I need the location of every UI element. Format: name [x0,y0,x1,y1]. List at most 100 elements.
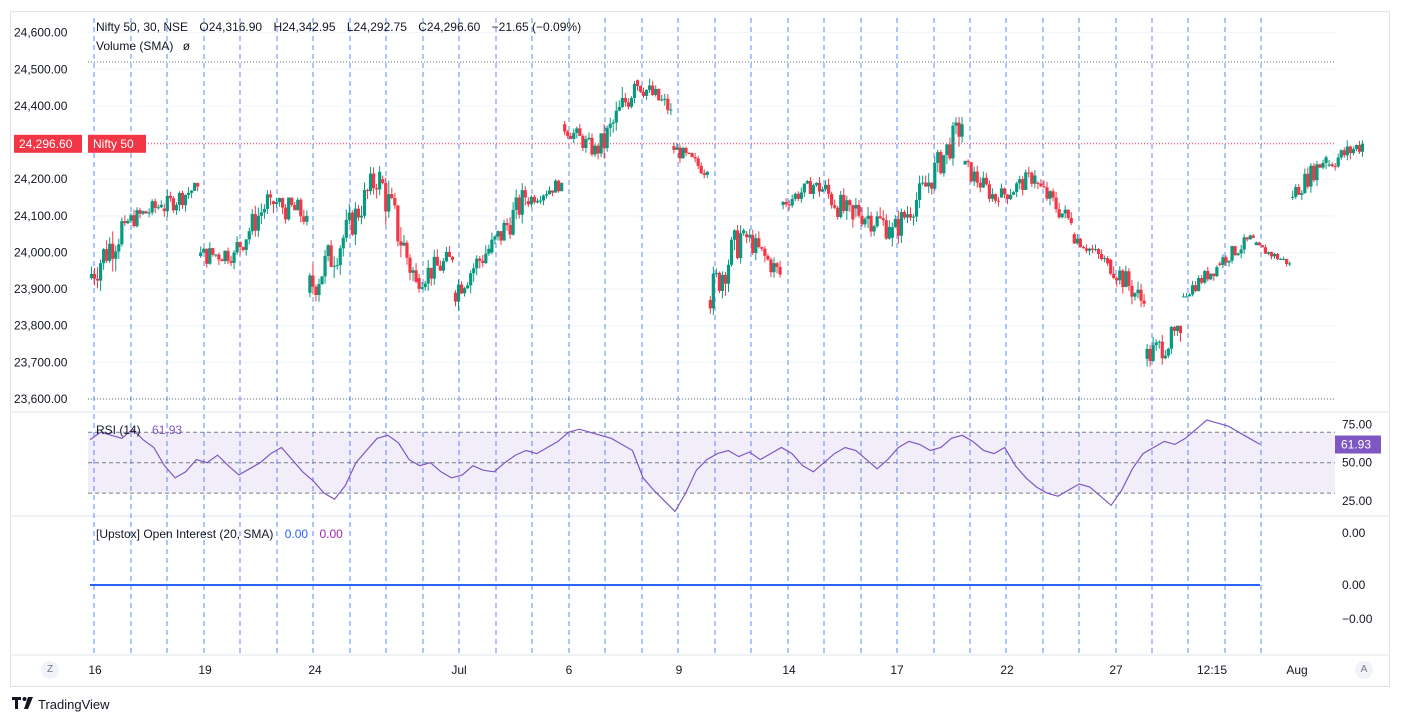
visibility-icon[interactable]: ø [182,39,191,53]
candle-body [714,272,718,274]
candle-body [969,162,973,182]
candle-body [914,199,919,217]
candle-body [966,160,970,163]
candle-body [1118,270,1122,281]
candle-body [778,266,782,275]
candle-body [857,204,861,216]
candle-body [241,247,245,250]
candle-body [1254,242,1258,246]
candle-body [769,259,773,273]
candle-body [984,177,988,185]
rsi-legend[interactable]: RSI (14) 61.93 [96,423,184,437]
candle-body [220,259,224,262]
candle-body [572,132,576,139]
candle-body [742,230,746,234]
candle-body [438,265,442,271]
candle-body [1103,258,1107,260]
auto-scale-button[interactable]: A [1355,661,1373,679]
candle-body [866,215,870,219]
candle-body [199,252,203,257]
high-value: H24,342.95 [273,20,336,34]
candle-body [1339,150,1343,158]
candle-body [508,225,512,235]
candle-body [463,288,467,294]
candle-body [902,212,907,218]
candle-body [881,218,885,221]
brand-name: TradingView [38,697,110,712]
candle-body [1100,254,1104,260]
price-tick-label: 24,600.00 [14,26,68,40]
candle-body [996,200,1001,202]
candle-body [526,201,530,205]
candle-body [1309,165,1313,187]
volume-legend[interactable]: Volume (SMA) ø [96,39,192,53]
candle-body [1012,192,1016,195]
time-tick-label: 6 [566,663,573,677]
candle-body [529,196,533,205]
candle-body [435,256,439,266]
candle-body [863,218,867,225]
candle-body [429,267,433,279]
rsi-pane [88,419,1335,513]
candle-body [453,292,458,302]
candle-body [569,135,573,139]
candle-body [1154,342,1158,346]
candle-body [911,216,916,218]
candle-body [687,152,691,154]
candle-body [259,212,263,216]
candle-body [660,99,664,101]
candle-body [1327,164,1331,166]
candle-body [317,284,321,295]
oi-value-2: 0.00 [319,527,343,541]
oi-tick-label: −0.00 [1342,612,1373,626]
candle-body [1157,341,1161,343]
candle-body [584,139,588,148]
candle-body [414,270,418,282]
oi-value-1: 0.00 [284,527,309,541]
candle-body [1072,234,1076,244]
candle-body [1351,149,1355,154]
candle-body [417,278,421,289]
candle-body [1321,162,1325,168]
candle-body [1033,175,1037,184]
candle-body [1066,209,1070,218]
candle-body [1015,183,1019,193]
candle-body [1194,285,1198,291]
candle-body [678,147,682,159]
candle-body [250,214,254,232]
candle-body [265,194,270,209]
candle-body [872,226,876,232]
candle-body [602,133,606,148]
candle-body [869,215,873,232]
timezone-z-button[interactable]: Z [41,661,59,679]
candle-body [775,263,779,267]
symbol-tag-box [88,134,146,153]
symbol-label[interactable]: Nifty 50, 30, NSE [96,20,189,34]
candle-body [408,257,412,273]
candle-body [132,215,136,227]
candle-body [1042,186,1046,188]
oi-legend[interactable]: [Upstox] Open Interest (20, SMA) 0.00 0.… [96,527,345,541]
candle-body [1081,247,1085,249]
candle-body [1024,172,1028,190]
candle-body [478,258,482,261]
candle-body [338,248,342,266]
candle-body [669,109,673,111]
candle-body [814,182,819,186]
candle-body [320,276,324,285]
candle-body [999,188,1004,198]
candle-body [1151,345,1155,361]
price-tick-label: 23,900.00 [14,282,68,296]
candle-body [381,179,385,184]
candle-body [514,197,518,210]
candle-body [827,184,831,194]
candle-body [681,147,685,159]
candle-body [114,251,118,259]
candle-body [153,201,157,208]
candle-body [1236,253,1240,256]
candle-body [150,201,154,213]
candle-body [1087,248,1092,251]
rsi-line [89,419,1261,513]
candle-body [939,152,943,174]
